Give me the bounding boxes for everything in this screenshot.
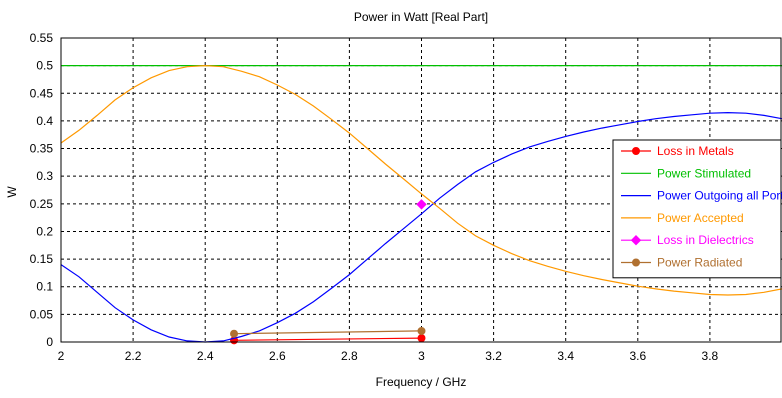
series-line-loss-in-metals: [233, 337, 422, 341]
x-tick-label: 3.8: [702, 349, 719, 363]
series-line-power-outgoing-all-ports: [60, 111, 782, 343]
data-point: [230, 329, 239, 338]
x-axis-title: Frequency / GHz: [376, 375, 467, 389]
legend-label: Loss in Metals: [657, 144, 734, 158]
x-tick-label: 2: [58, 349, 65, 363]
legend-label: Power Stimulated: [657, 166, 751, 180]
y-tick-label: 0.05: [30, 307, 54, 321]
y-tick-label: 0.55: [30, 31, 54, 45]
data-point: [416, 199, 427, 210]
y-tick-label: 0: [46, 335, 53, 349]
legend-label: Power Radiated: [657, 256, 742, 270]
legend-marker: [632, 258, 640, 267]
legend-label: Power Accepted: [657, 211, 744, 225]
x-tick-label: 2.4: [197, 349, 214, 363]
data-point: [417, 326, 426, 335]
chart-title: Power in Watt [Real Part]: [354, 10, 488, 24]
legend-item: Power Outgoing all Ports: [621, 189, 782, 203]
series-line-power-radiated: [233, 330, 422, 335]
legend-marker: [632, 147, 640, 155]
y-tick-label: 0.35: [30, 142, 54, 156]
x-tick-label: 3.4: [557, 349, 574, 363]
y-tick-label: 0.2: [36, 224, 53, 238]
tick-labels: 2 2.2 2.4 2.6 2.8 3 3.2 3.4 3.6 3.8 0 0.05 0.1 0.15 0.…: [30, 31, 719, 363]
series-power-accepted: [60, 64, 782, 296]
x-tick-label: 3: [418, 349, 425, 363]
series-power-radiated: [230, 326, 426, 338]
legend-item: Loss in Metals: [621, 144, 734, 158]
x-tick-label: 3.2: [485, 349, 502, 363]
legend-label: Loss in Dielectrics: [657, 233, 754, 247]
series-line-power-accepted: [60, 64, 782, 296]
y-tick-label: 0.45: [30, 86, 54, 100]
x-tick-label: 3.6: [629, 349, 646, 363]
legend-box: [612, 139, 782, 279]
legend: Loss in Metals Power Stimulated Power Outg…: [612, 139, 782, 279]
y-tick-label: 0.5: [36, 59, 53, 73]
series-loss-in-dielectrics: [416, 199, 427, 210]
y-tick-label: 0.15: [30, 252, 54, 266]
y-tick-label: 0.4: [36, 114, 53, 128]
series-power-outgoing-all-ports: [60, 111, 782, 343]
data-point: [417, 334, 426, 343]
legend-item: Power Stimulated: [621, 166, 751, 180]
legend-label: Power Outgoing all Ports: [657, 189, 782, 203]
y-tick-label: 0.1: [36, 280, 53, 294]
legend-item: Loss in Dielectrics: [621, 233, 754, 247]
x-tick-label: 2.2: [125, 349, 142, 363]
y-tick-label: 0.25: [30, 197, 54, 211]
x-tick-label: 2.8: [341, 349, 358, 363]
legend-marker: [630, 234, 642, 246]
legend-item: Power Radiated: [621, 256, 742, 270]
x-tick-label: 2.6: [269, 349, 286, 363]
y-tick-label: 0.3: [36, 169, 53, 183]
legend-item: Power Accepted: [621, 211, 744, 225]
y-axis-title: W: [5, 186, 19, 198]
series-layer: [60, 64, 782, 345]
